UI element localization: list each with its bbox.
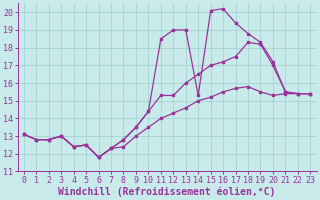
X-axis label: Windchill (Refroidissement éolien,°C): Windchill (Refroidissement éolien,°C): [58, 186, 276, 197]
